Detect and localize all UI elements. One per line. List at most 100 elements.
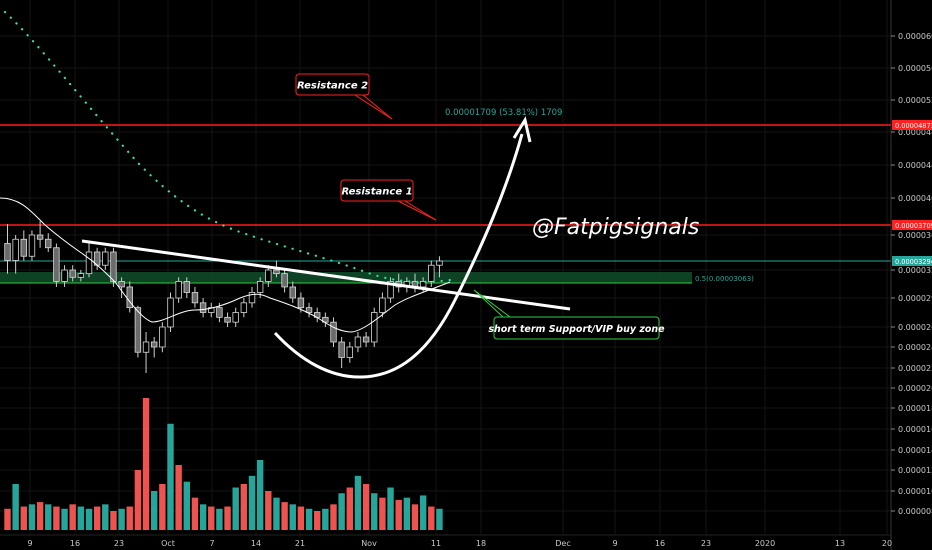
- volume-bar: [436, 508, 443, 530]
- candle-body: [281, 273, 288, 288]
- candle-body: [216, 307, 223, 318]
- candle-body: [61, 269, 68, 282]
- volume-bar: [199, 504, 207, 530]
- price-axis-ticks[interactable]: 0.00006000 0.00005600 0.00005200 0.00004800…: [891, 32, 932, 516]
- volume-bar: [28, 504, 36, 530]
- candle-body: [150, 341, 158, 348]
- candle-body: [371, 312, 378, 343]
- resistance-2-box: [295, 73, 370, 96]
- volume-bar: [191, 497, 199, 530]
- candle-body: [12, 238, 19, 261]
- candle-body: [77, 273, 85, 278]
- volume-bar: [428, 506, 435, 530]
- resistance-2-pointer-b: [354, 94, 393, 120]
- price-tick-label: 0.00004800: [898, 128, 932, 137]
- candle-body: [199, 302, 207, 313]
- volume-bar: [281, 502, 288, 530]
- price-tag: [892, 120, 932, 130]
- time-tick-label: 20: [882, 539, 892, 548]
- volume-bar: [387, 487, 394, 530]
- candle-body: [232, 312, 239, 323]
- time-tick-label: 18: [476, 539, 486, 548]
- price-tick-label: 0.00001600: [898, 425, 932, 434]
- volume-bar: [183, 481, 190, 530]
- price-tick-label: 0.00006000: [898, 32, 932, 41]
- candle-body: [183, 281, 190, 293]
- time-tick-label: 21: [295, 539, 305, 548]
- candle-body: [4, 243, 11, 261]
- time-tick-label: 14: [251, 539, 261, 548]
- volume-bar: [102, 504, 109, 530]
- volume-bar: [110, 511, 117, 530]
- volume-bar: [330, 504, 337, 530]
- candle-body: [110, 251, 117, 282]
- time-tick-label: Dec: [555, 539, 570, 548]
- time-tick-label: 16: [655, 539, 665, 548]
- resistance-2-label: Resistance 2: [297, 81, 368, 92]
- candle-body: [134, 307, 142, 353]
- candle-body: [354, 336, 362, 348]
- volume-bars: [4, 398, 443, 530]
- volume-bar: [419, 495, 427, 530]
- horizontal-levels: [0, 124, 891, 284]
- projection-arrow-icon: [512, 116, 532, 143]
- time-tick-label: 9: [27, 539, 32, 548]
- support-pointer: [473, 289, 504, 318]
- resistance-1-label: Resistance 1: [341, 187, 412, 198]
- candles: [4, 221, 443, 373]
- candle-body: [419, 281, 427, 288]
- support-callout[interactable]: short term Support/VIP buy zone: [473, 289, 665, 340]
- volume-bar: [4, 508, 11, 530]
- support-box: [493, 316, 660, 340]
- candle-body: [45, 238, 52, 249]
- price-tick-label: 0.00002600: [898, 323, 932, 332]
- time-tick-label: Nov: [361, 539, 377, 548]
- volume-bar: [175, 465, 182, 530]
- volume-bar: [61, 508, 68, 530]
- volume-bar: [314, 511, 321, 530]
- volume-bar: [118, 508, 125, 530]
- volume-bar: [85, 508, 93, 530]
- resistance-2-callout[interactable]: Resistance 2: [295, 73, 393, 120]
- time-tick-label: Oct: [161, 539, 175, 548]
- price-tag-label: 0.00003709: [895, 222, 932, 230]
- volume-bar: [93, 506, 101, 530]
- price-tick-label: 0.00003600: [898, 231, 932, 240]
- descending-trendline: [81, 239, 571, 311]
- candle-body: [167, 297, 174, 328]
- candle-body: [256, 281, 264, 293]
- volume-bar: [151, 491, 158, 530]
- candle-body: [53, 247, 60, 282]
- volume-bar: [354, 475, 362, 530]
- candle-body: [175, 281, 182, 299]
- volume-bar: [322, 508, 329, 530]
- volume-bar: [20, 506, 27, 530]
- volume-bar: [216, 508, 223, 530]
- candle-body: [379, 297, 386, 313]
- time-tick-label: 16: [70, 539, 80, 548]
- volume-bar: [232, 487, 239, 530]
- time-tick-label: 23: [701, 539, 711, 548]
- time-tick-label: 9: [612, 539, 617, 548]
- time-axis-ticks[interactable]: 9 16 23 Oct 7 14 21 Nov 11 18 Dec 9 16 23 2020 13 20: [27, 539, 892, 548]
- time-tick-label: 7: [209, 539, 214, 548]
- candle-body: [20, 238, 27, 257]
- price-tick-label: 0.00001400: [898, 446, 932, 455]
- candle-body: [273, 269, 280, 275]
- price-tick-label: 0.00004400: [898, 161, 932, 170]
- volume-bar: [379, 497, 386, 530]
- volume-bar: [289, 504, 296, 530]
- price-tick-label: 0.00005200: [898, 96, 932, 105]
- resistance-1-callout[interactable]: Resistance 1: [340, 179, 437, 221]
- fib-label: 0.5(0.00003063): [695, 275, 754, 283]
- time-tick-label: 2020: [755, 539, 775, 548]
- volume-bar: [240, 484, 248, 530]
- candle-body: [142, 341, 150, 353]
- price-tick-label: 0.00003200: [898, 266, 932, 275]
- candle-body: [28, 234, 36, 257]
- candle-body: [387, 281, 394, 299]
- gridlines: [0, 0, 891, 535]
- volume-bar: [248, 475, 256, 530]
- price-tick-label: 0.00002200: [898, 364, 932, 373]
